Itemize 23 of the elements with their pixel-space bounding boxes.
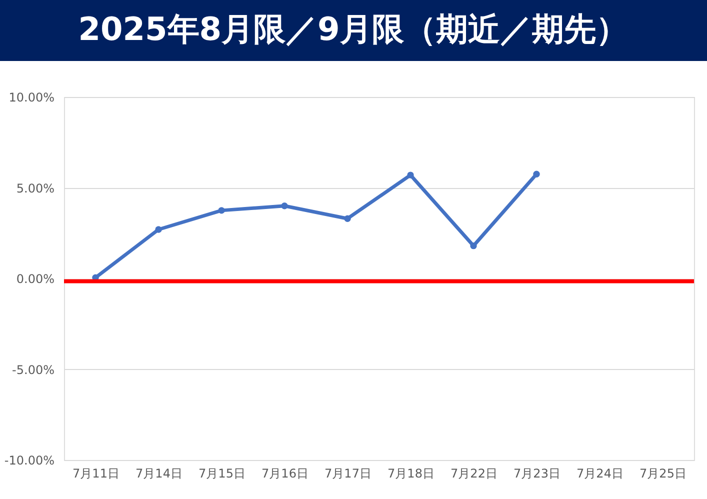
x-tick-label: 7月17日: [324, 466, 372, 480]
y-tick-label: 10.00%: [8, 90, 54, 104]
y-tick-label: 0.00%: [16, 272, 54, 286]
x-tick-label: 7月22日: [450, 466, 498, 480]
x-tick-label: 7月15日: [198, 466, 246, 480]
chart-title: 2025年8月限／9月限（期近／期先）: [78, 10, 628, 48]
x-tick-label: 7月25日: [640, 466, 686, 480]
point: [533, 170, 540, 178]
point: [407, 172, 414, 178]
point: [155, 226, 162, 233]
x-tick-label: 7月14日: [136, 466, 182, 480]
point: [344, 215, 351, 222]
x-tick-label: 7月24日: [576, 466, 624, 480]
x-tick-label: 7月11日: [72, 466, 120, 480]
point: [218, 207, 225, 214]
point: [281, 202, 288, 210]
x-tick-label: 7月16日: [262, 466, 308, 480]
y-tick-label: 5.00%: [16, 181, 54, 196]
y-tick-label: -5.00%: [12, 362, 54, 377]
point: [470, 242, 477, 250]
x-tick-label: 7月18日: [388, 466, 434, 480]
x-tick-label: 7月23日: [514, 466, 560, 480]
y-tick-label: -10.00%: [4, 454, 54, 468]
